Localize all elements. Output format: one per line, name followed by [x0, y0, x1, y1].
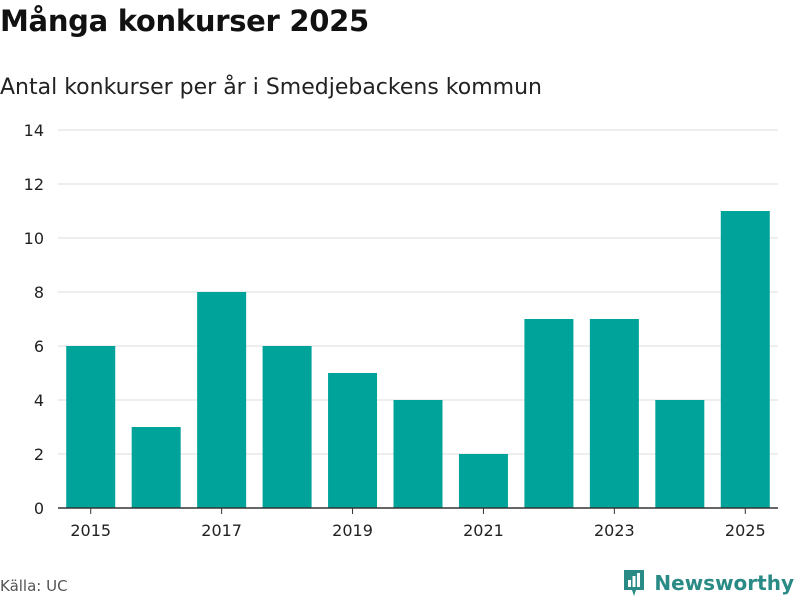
bar-2022	[524, 319, 574, 508]
x-tick-label: 2017	[201, 521, 242, 540]
bar-2020	[393, 400, 443, 508]
bar-2024	[655, 400, 705, 508]
bar-2023	[589, 319, 639, 508]
x-tick-label: 2015	[70, 521, 111, 540]
chart-subtitle: Antal konkurser per år i Smedjebackens k…	[0, 75, 542, 100]
x-tick-label: 2023	[594, 521, 635, 540]
bar-2018	[262, 346, 312, 508]
brand-name: Newsworthy	[654, 571, 794, 595]
source-label: Källa: UC	[0, 577, 68, 595]
y-tick-label: 2	[34, 445, 44, 464]
brand-logo: Newsworthy	[622, 568, 794, 598]
newsworthy-logo-icon	[624, 570, 645, 596]
chart-title: Många konkurser 2025	[0, 4, 369, 38]
y-tick-label: 14	[24, 121, 44, 140]
y-tick-label: 8	[34, 283, 44, 302]
x-tick-label: 2025	[725, 521, 766, 540]
x-tick-label: 2021	[463, 521, 504, 540]
bar-2016	[131, 427, 181, 508]
y-tick-label: 6	[34, 337, 44, 356]
y-tick-label: 12	[24, 175, 44, 194]
bar-2015	[66, 346, 116, 508]
bar-2019	[328, 373, 378, 508]
y-tick-label: 0	[34, 499, 44, 518]
y-tick-label: 4	[34, 391, 44, 410]
y-tick-label: 10	[24, 229, 44, 248]
x-tick-label: 2019	[332, 521, 373, 540]
bar-2017	[197, 292, 247, 508]
bar-2021	[458, 454, 508, 508]
bar-2025	[720, 211, 770, 508]
